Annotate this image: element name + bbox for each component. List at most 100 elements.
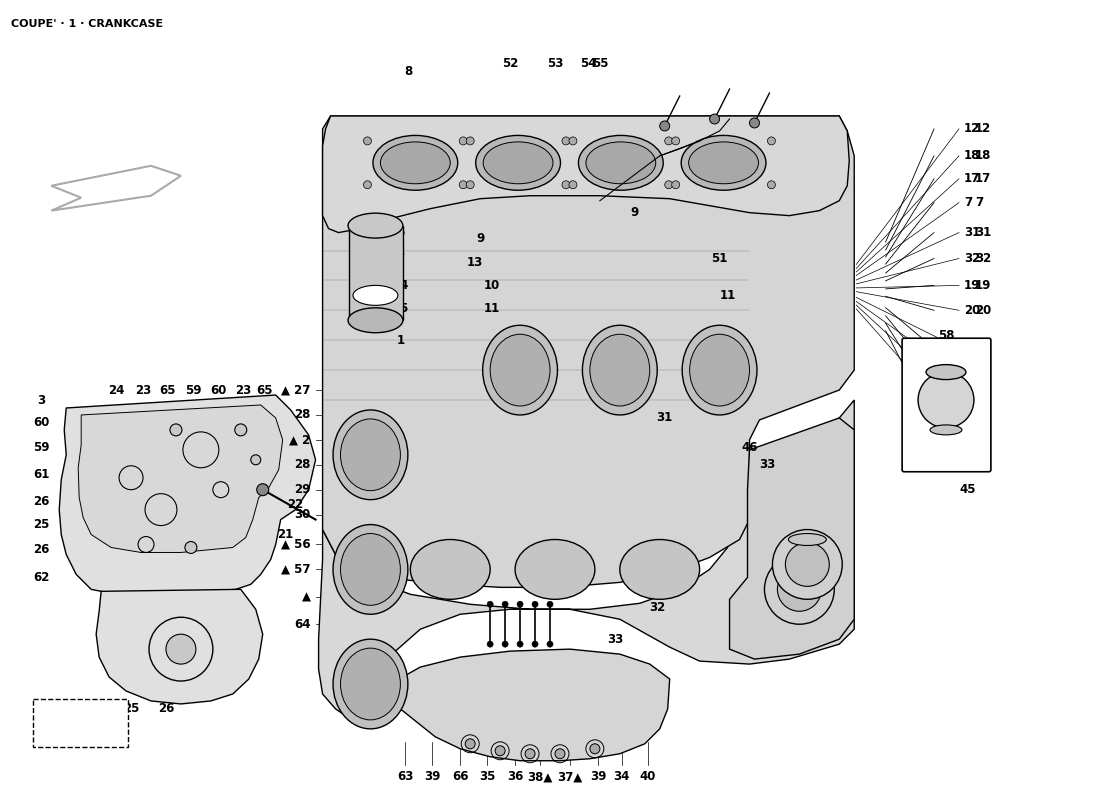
Text: 20: 20	[964, 304, 980, 317]
Text: ▲ 27: ▲ 27	[282, 383, 310, 397]
Ellipse shape	[333, 410, 408, 500]
Text: 44: 44	[975, 394, 991, 406]
Text: 32: 32	[975, 252, 991, 265]
Polygon shape	[319, 400, 855, 719]
Text: 19: 19	[975, 279, 991, 292]
Text: 23: 23	[234, 383, 251, 397]
Circle shape	[517, 602, 524, 607]
Circle shape	[532, 602, 538, 607]
Text: eurospares: eurospares	[365, 402, 735, 458]
Text: 39: 39	[590, 770, 606, 783]
Polygon shape	[78, 405, 283, 553]
Text: ▲ 2: ▲ 2	[289, 434, 310, 446]
Text: 53: 53	[547, 57, 563, 70]
Text: 41: 41	[975, 418, 991, 431]
Text: 8: 8	[404, 65, 412, 78]
Text: 42: 42	[964, 342, 980, 354]
Text: 52: 52	[502, 57, 518, 70]
Ellipse shape	[373, 135, 458, 190]
Polygon shape	[322, 116, 855, 587]
Circle shape	[664, 181, 673, 189]
Text: 59: 59	[185, 383, 201, 397]
Circle shape	[166, 634, 196, 664]
Ellipse shape	[619, 539, 700, 599]
Text: 10: 10	[484, 279, 500, 292]
Circle shape	[465, 739, 475, 749]
Circle shape	[459, 181, 468, 189]
Circle shape	[672, 137, 680, 145]
Text: 23: 23	[135, 383, 151, 397]
Text: 22: 22	[287, 498, 304, 511]
Circle shape	[502, 602, 508, 607]
Text: 17: 17	[975, 172, 991, 186]
Text: 35: 35	[478, 770, 495, 783]
Text: 30: 30	[295, 508, 310, 521]
Ellipse shape	[333, 525, 408, 614]
Circle shape	[517, 641, 524, 647]
Text: 21: 21	[277, 528, 294, 541]
Circle shape	[251, 455, 261, 465]
Ellipse shape	[341, 534, 400, 606]
Circle shape	[495, 746, 505, 756]
Text: 1: 1	[396, 334, 405, 346]
Text: 42: 42	[975, 342, 991, 354]
Text: 50: 50	[653, 166, 670, 179]
Text: 4: 4	[396, 170, 405, 182]
Text: 47: 47	[779, 541, 795, 554]
Text: 11: 11	[719, 289, 736, 302]
Circle shape	[556, 749, 565, 758]
Ellipse shape	[341, 419, 400, 490]
Text: 7: 7	[975, 196, 983, 209]
Text: 62: 62	[33, 571, 50, 584]
Text: eurospares: eurospares	[365, 491, 735, 548]
Text: 43: 43	[975, 369, 991, 382]
Ellipse shape	[590, 334, 650, 406]
Text: 16: 16	[686, 349, 703, 362]
Text: ▲ 56: ▲ 56	[280, 538, 310, 551]
Text: 31: 31	[975, 226, 991, 239]
Ellipse shape	[586, 142, 656, 184]
Text: ▲: ▲	[301, 591, 310, 604]
Text: 43: 43	[964, 369, 980, 382]
Ellipse shape	[515, 539, 595, 599]
Text: 16: 16	[702, 166, 718, 179]
Ellipse shape	[483, 142, 553, 184]
Text: 15: 15	[393, 302, 408, 315]
Text: 60: 60	[33, 417, 50, 430]
Text: 39: 39	[425, 770, 440, 783]
Circle shape	[768, 137, 776, 145]
Text: 66: 66	[452, 770, 469, 783]
Text: 9: 9	[476, 232, 484, 245]
Text: ▲ = 1: ▲ = 1	[62, 716, 100, 730]
Circle shape	[664, 137, 673, 145]
Ellipse shape	[582, 326, 657, 415]
Text: 13: 13	[468, 256, 483, 269]
Text: 28: 28	[294, 409, 310, 422]
Ellipse shape	[491, 334, 550, 406]
Text: COUPE' · 1 · CRANKCASE: COUPE' · 1 · CRANKCASE	[11, 19, 164, 30]
Text: 5: 5	[396, 199, 405, 212]
Text: 37▲: 37▲	[558, 770, 583, 783]
Ellipse shape	[410, 539, 491, 599]
Text: 41: 41	[964, 418, 980, 431]
Text: 14: 14	[393, 279, 408, 292]
Circle shape	[547, 602, 553, 607]
Text: 32: 32	[650, 601, 666, 614]
Ellipse shape	[353, 286, 398, 306]
Circle shape	[459, 137, 468, 145]
Text: 12: 12	[964, 122, 980, 135]
Circle shape	[562, 137, 570, 145]
Text: 6: 6	[396, 226, 405, 239]
Text: 9: 9	[727, 166, 736, 179]
Text: 51: 51	[712, 252, 728, 265]
Text: 19: 19	[964, 279, 980, 292]
Circle shape	[768, 181, 776, 189]
Circle shape	[918, 372, 974, 428]
Circle shape	[672, 181, 680, 189]
Text: 11: 11	[484, 302, 500, 315]
Circle shape	[502, 641, 508, 647]
Text: 24: 24	[108, 383, 124, 397]
Text: 49: 49	[454, 166, 471, 179]
Text: 17: 17	[964, 172, 980, 186]
Circle shape	[749, 118, 759, 128]
